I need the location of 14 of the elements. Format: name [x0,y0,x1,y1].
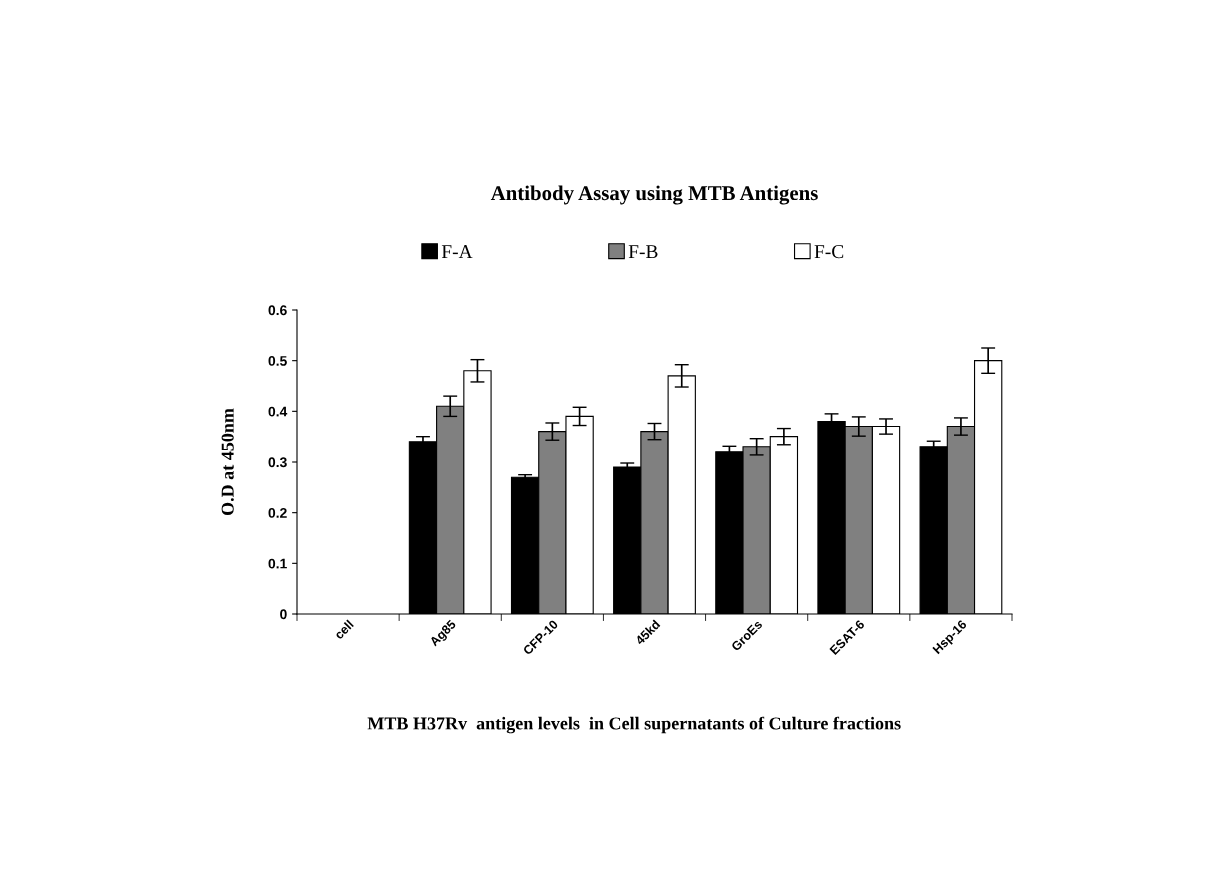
y-tick-label: 0.3 [268,457,287,468]
x-axis-title: MTB H37Rv antigen levels in Cell supernatants of Culture fractions [367,716,901,734]
y-tick-label: 0.4 [268,406,288,417]
legend-label: F-B [628,245,658,259]
legend-label: F-A [441,245,473,258]
y-tick-label: 0.2 [268,508,287,518]
y-tick-label: 0 [280,609,287,620]
y-axis-title: O.D at 450nm [221,408,234,516]
y-tick-label: 0.5 [268,356,287,366]
chart-title: Antibody Assay using MTB Antigens [490,185,818,205]
legend-label: F-C [814,245,844,259]
y-tick-label: 0.6 [268,305,287,316]
x-tick-label: cell [333,619,354,640]
y-tick-label: 0.1 [268,558,287,569]
